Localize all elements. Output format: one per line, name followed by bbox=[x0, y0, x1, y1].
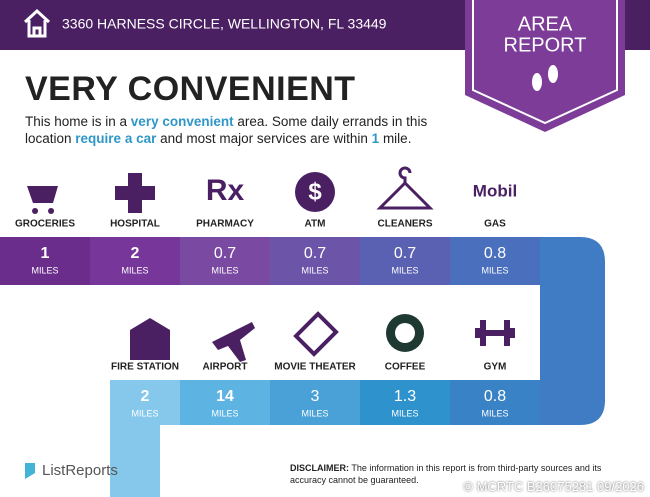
amenity-label: COFFEE bbox=[385, 362, 426, 373]
distance-unit: MILES bbox=[131, 408, 158, 418]
distance-unit: MILES bbox=[481, 265, 508, 275]
distance-cell bbox=[270, 237, 360, 285]
distance: 0.8 bbox=[484, 245, 506, 262]
distance-cell bbox=[180, 380, 270, 425]
distance-unit: MILES bbox=[211, 408, 238, 418]
hospital-icon bbox=[115, 173, 155, 213]
amenity-label: GROCERIES bbox=[15, 219, 75, 230]
address: 3360 HARNESS CIRCLE, WELLINGTON, FL 3344… bbox=[62, 16, 387, 32]
disclaimer-label: DISCLAIMER: bbox=[290, 463, 349, 473]
amenity-label: FIRE STATION bbox=[111, 362, 179, 373]
badge-line: AREA bbox=[518, 13, 573, 35]
distance: 1.3 bbox=[394, 388, 416, 405]
disclaimer-text: The information in this report is from t… bbox=[290, 463, 602, 485]
description-part: This home is in a bbox=[25, 114, 131, 129]
title: VERY CONVENIENT bbox=[25, 70, 356, 108]
brand-logo: ListReports bbox=[25, 462, 118, 479]
distance-unit: MILES bbox=[391, 265, 418, 275]
distance-cell bbox=[110, 380, 180, 425]
distance: 2 bbox=[131, 245, 140, 262]
gas-icon: Mobil bbox=[473, 181, 517, 200]
amenity-label: CLEANERS bbox=[377, 219, 432, 230]
coffee-icon-inner bbox=[395, 323, 415, 343]
description-part: 1 bbox=[371, 131, 380, 146]
description-part: and most major services are within bbox=[156, 131, 372, 146]
amenity-label: AIRPORT bbox=[203, 362, 248, 373]
amenity-label: PHARMACY bbox=[196, 219, 254, 230]
description-part: very convenient bbox=[130, 114, 234, 129]
distance-unit: MILES bbox=[31, 265, 58, 275]
amenity-label: MOVIE THEATER bbox=[274, 362, 356, 373]
distance-unit: MILES bbox=[211, 265, 238, 275]
distance: 2 bbox=[141, 388, 150, 405]
distance-cell bbox=[450, 380, 540, 425]
icons: Rx $ Mobil bbox=[27, 166, 517, 362]
distance-cell bbox=[270, 380, 360, 425]
distance-cell bbox=[0, 237, 90, 285]
amenity-label: HOSPITAL bbox=[110, 219, 160, 230]
distance: 14 bbox=[216, 388, 234, 405]
disclaimer: DISCLAIMER: The information in this repo… bbox=[290, 462, 635, 486]
distance: 3 bbox=[311, 388, 320, 405]
badge bbox=[465, 0, 625, 132]
distance: 1 bbox=[41, 245, 50, 262]
movie-icon bbox=[293, 311, 339, 357]
distance: 0.8 bbox=[484, 388, 506, 405]
amenity-label: GAS bbox=[484, 219, 506, 230]
badge-line: REPORT bbox=[504, 34, 587, 56]
badge-border bbox=[472, 0, 618, 125]
band-turn bbox=[540, 237, 605, 425]
brand: ListReports bbox=[42, 462, 118, 479]
distance-unit: MILES bbox=[121, 265, 148, 275]
description-part: require a car bbox=[75, 131, 157, 146]
distance-unit: MILES bbox=[481, 408, 508, 418]
distance: 0.7 bbox=[304, 245, 326, 262]
distance-cell bbox=[90, 237, 180, 285]
amenity-label: ATM bbox=[305, 219, 326, 230]
distance-unit: MILES bbox=[391, 408, 418, 418]
distance-unit: MILES bbox=[301, 265, 328, 275]
brand-mark bbox=[25, 463, 35, 479]
footprints bbox=[532, 65, 558, 91]
airport-icon bbox=[212, 322, 255, 362]
description-part: mile. bbox=[379, 131, 412, 146]
distance-cell bbox=[360, 380, 450, 425]
home-icon bbox=[23, 8, 51, 38]
amenity-label: GYM bbox=[484, 362, 507, 373]
distance: 0.7 bbox=[214, 245, 236, 262]
atm-icon bbox=[295, 172, 335, 212]
watermark: © MCRTC B26075281 09/2026 bbox=[463, 479, 644, 494]
gym-icon bbox=[475, 320, 515, 346]
distance: 0.7 bbox=[394, 245, 416, 262]
distance-unit: MILES bbox=[301, 408, 328, 418]
distance-cell bbox=[180, 237, 270, 285]
distance-cell bbox=[360, 237, 450, 285]
distance-cell bbox=[450, 237, 540, 285]
atm-icon-text: $ bbox=[308, 178, 322, 205]
cleaners-icon bbox=[376, 166, 434, 210]
fire-station-icon bbox=[130, 318, 170, 360]
pharmacy-icon: Rx bbox=[206, 174, 245, 207]
groceries-icon bbox=[27, 186, 58, 214]
description-part: area. Some daily errands in this locatio… bbox=[25, 114, 428, 146]
description: This home is in a very convenient area. … bbox=[25, 113, 475, 147]
